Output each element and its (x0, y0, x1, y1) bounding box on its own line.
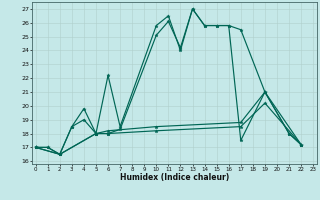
X-axis label: Humidex (Indice chaleur): Humidex (Indice chaleur) (120, 173, 229, 182)
